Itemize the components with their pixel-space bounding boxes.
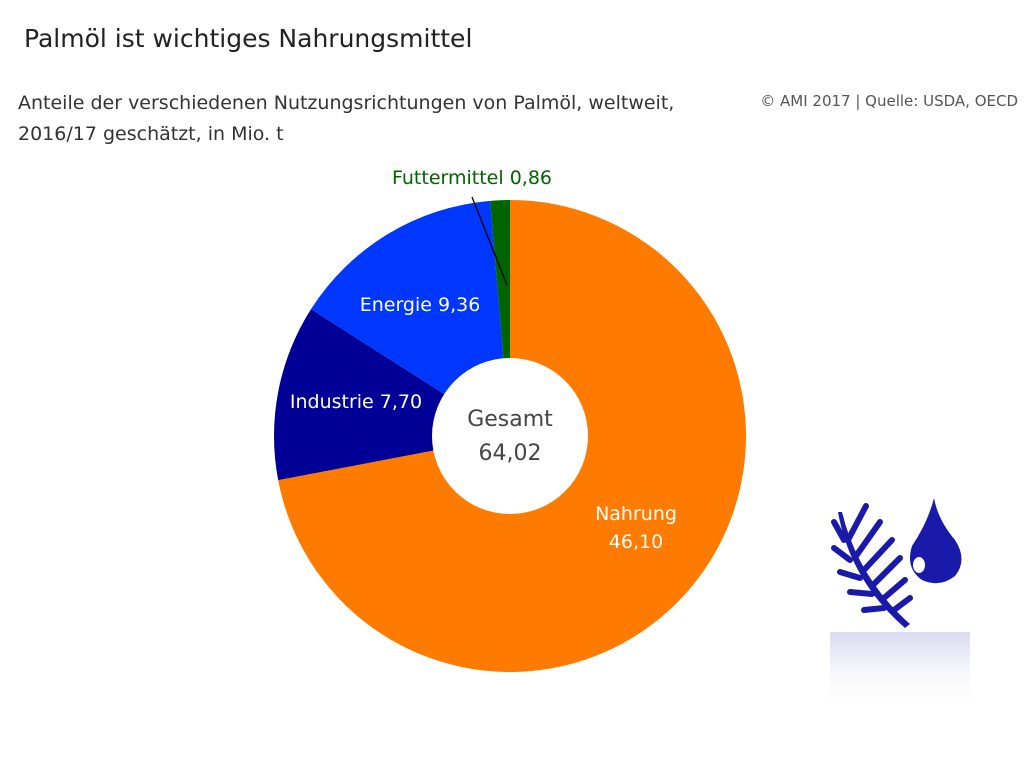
source-note: © AMI 2017 | Quelle: USDA, OECD bbox=[760, 92, 1018, 110]
oil-drop-icon bbox=[909, 498, 962, 584]
center-label: 64,02 bbox=[479, 441, 542, 466]
subtitle-line-1: Anteile der verschiedenen Nutzungsrichtu… bbox=[18, 92, 675, 114]
donut-hole bbox=[432, 358, 588, 514]
label-industrie: Industrie 7,70 bbox=[290, 391, 422, 413]
logo-reflection bbox=[830, 632, 970, 712]
label-futtermittel: Futtermittel 0,86 bbox=[392, 167, 552, 189]
center-label: Gesamt bbox=[467, 407, 553, 432]
chart-subtitle: Anteile der verschiedenen Nutzungsrichtu… bbox=[18, 88, 748, 150]
label-nahrung: 46,10 bbox=[609, 531, 663, 553]
leader-line bbox=[471, 196, 508, 286]
label-nahrung: Nahrung bbox=[595, 503, 677, 525]
label-energie: Energie 9,36 bbox=[360, 294, 481, 316]
subtitle-line-2: 2016/17 geschätzt, in Mio. t bbox=[18, 123, 284, 145]
chart-title: Palmöl ist wichtiges Nahrungsmittel bbox=[24, 24, 473, 53]
palm-leaf-icon bbox=[831, 503, 913, 628]
